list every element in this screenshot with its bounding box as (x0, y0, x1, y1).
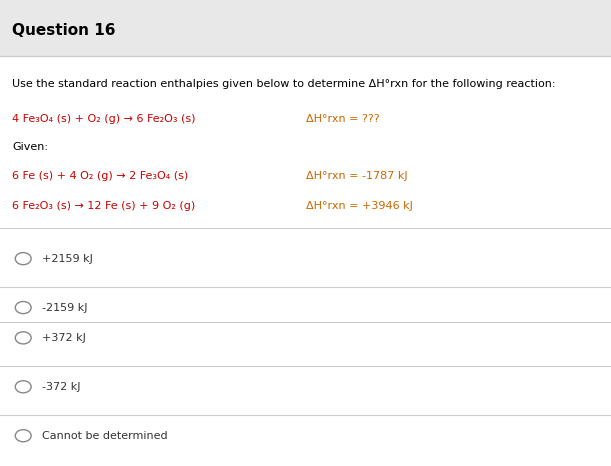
Text: 4 Fe₃O₄ (s) + O₂ (g) → 6 Fe₂O₃ (s): 4 Fe₃O₄ (s) + O₂ (g) → 6 Fe₂O₃ (s) (12, 114, 196, 124)
Text: Question 16: Question 16 (12, 23, 115, 38)
Text: 6 Fe₂O₃ (s) → 12 Fe (s) + 9 O₂ (g): 6 Fe₂O₃ (s) → 12 Fe (s) + 9 O₂ (g) (12, 201, 196, 211)
Text: 6 Fe (s) + 4 O₂ (g) → 2 Fe₃O₄ (s): 6 Fe (s) + 4 O₂ (g) → 2 Fe₃O₄ (s) (12, 171, 188, 181)
Text: ΔH°rxn = -1787 kJ: ΔH°rxn = -1787 kJ (306, 171, 407, 181)
Text: Cannot be determined: Cannot be determined (42, 431, 167, 441)
FancyBboxPatch shape (0, 0, 611, 56)
Text: -2159 kJ: -2159 kJ (42, 302, 87, 313)
Text: Use the standard reaction enthalpies given below to determine ΔH°rxn for the fol: Use the standard reaction enthalpies giv… (12, 79, 556, 89)
Text: +372 kJ: +372 kJ (42, 333, 86, 343)
Text: +2159 kJ: +2159 kJ (42, 254, 92, 264)
Text: ΔH°rxn = ???: ΔH°rxn = ??? (306, 114, 379, 124)
Text: -372 kJ: -372 kJ (42, 382, 80, 392)
Text: ΔH°rxn = +3946 kJ: ΔH°rxn = +3946 kJ (306, 201, 412, 211)
Text: Given:: Given: (12, 142, 48, 152)
